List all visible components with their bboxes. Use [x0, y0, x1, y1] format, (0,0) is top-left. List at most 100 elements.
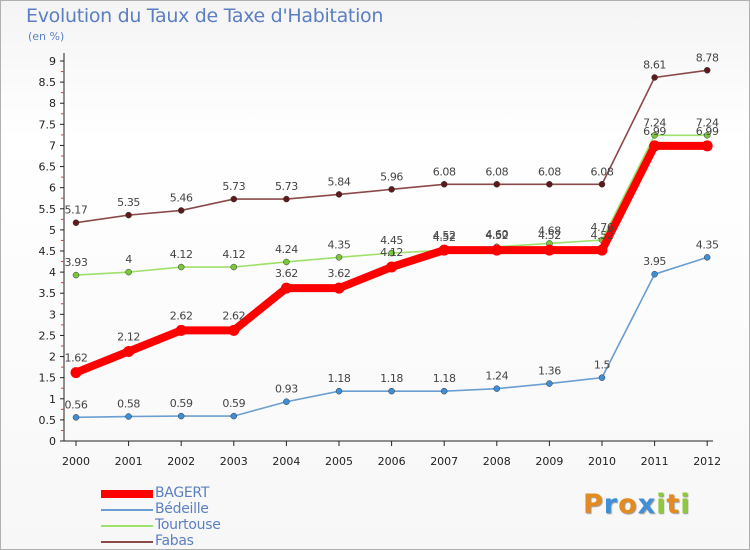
- data-point: [388, 249, 395, 257]
- data-point: [596, 244, 608, 256]
- data-point: [386, 261, 398, 273]
- x-tick-label: 2011: [641, 455, 669, 468]
- data-label: 6.08: [591, 165, 614, 178]
- data-label: 2.12: [117, 330, 140, 343]
- data-label: 4.52: [433, 229, 456, 242]
- data-label: 2.62: [222, 309, 245, 322]
- x-tick-label: 2007: [430, 455, 458, 468]
- legend-label: Fabas: [155, 533, 194, 549]
- data-point: [280, 282, 292, 294]
- chart-subtitle: (en %): [28, 30, 65, 43]
- data-label: 0.59: [170, 397, 193, 410]
- data-label: 1.24: [485, 370, 508, 383]
- data-point: [72, 414, 80, 421]
- logo-letter: t: [666, 489, 681, 520]
- data-label: 4.52: [433, 231, 456, 244]
- data-label: 7.24: [643, 116, 666, 129]
- data-point: [125, 268, 132, 276]
- y-tick-label: 8.5: [39, 76, 57, 89]
- data-label: 5.17: [65, 204, 88, 217]
- x-tick-label: 2000: [62, 455, 90, 468]
- chart-title: Evolution du Taux de Taxe d'Habitation: [26, 5, 384, 27]
- data-point: [598, 181, 606, 188]
- data-point: [493, 385, 501, 392]
- data-point: [440, 181, 448, 188]
- logo-letter: i: [656, 489, 667, 520]
- x-tick-label: 2001: [115, 455, 143, 468]
- data-point: [177, 263, 185, 271]
- data-label: 4.12: [170, 248, 193, 261]
- data-label: 4.52: [485, 229, 508, 242]
- y-tick-label: 9: [49, 55, 56, 68]
- y-tick-label: 5.5: [39, 203, 57, 216]
- data-label: 4.35: [696, 238, 719, 251]
- data-label: 4.35: [328, 238, 351, 251]
- data-label: 1.5: [594, 359, 611, 372]
- logo-letter: r: [603, 489, 619, 520]
- data-label: 3.95: [643, 255, 666, 268]
- data-label: 4.45: [380, 234, 403, 247]
- data-point: [546, 380, 553, 387]
- data-point: [177, 412, 185, 420]
- x-tick-label: 2008: [483, 455, 511, 468]
- y-tick-label: 7.5: [39, 118, 57, 131]
- data-label: 5.46: [170, 191, 193, 204]
- y-tick-label: 3: [49, 308, 56, 321]
- data-label: 5.96: [380, 170, 403, 183]
- y-tick-label: 6.5: [39, 161, 57, 174]
- proxiti-logo: Proxiti: [583, 489, 691, 520]
- data-label: 4.24: [275, 243, 298, 256]
- x-tick-label: 2005: [325, 455, 353, 468]
- data-point: [230, 195, 238, 203]
- data-label: 6.08: [538, 165, 561, 178]
- data-label: 4.60: [485, 228, 508, 241]
- data-label: 6.08: [433, 165, 456, 178]
- data-label: 6.08: [485, 165, 508, 178]
- data-point: [388, 387, 395, 395]
- data-point: [283, 195, 290, 203]
- y-tick-label: 0: [49, 435, 56, 448]
- y-tick-label: 4.5: [39, 245, 57, 258]
- legend-swatch: [101, 541, 153, 543]
- y-tick-label: 0.5: [39, 414, 57, 427]
- y-tick-label: 2.5: [39, 329, 57, 342]
- data-label: 1.18: [328, 372, 351, 385]
- data-label: 6.99: [696, 125, 719, 138]
- data-point: [125, 413, 132, 420]
- legend-swatch: [101, 509, 153, 511]
- data-label: 4: [125, 253, 132, 266]
- y-tick-label: 2: [49, 351, 56, 364]
- logo-letter: P: [583, 489, 604, 520]
- data-point: [493, 181, 501, 188]
- data-point: [125, 211, 132, 219]
- data-label: 4.76: [591, 221, 614, 234]
- data-label: 4.68: [538, 224, 561, 237]
- data-point: [651, 132, 658, 139]
- data-point: [491, 244, 503, 256]
- legend-swatch: [101, 490, 153, 498]
- data-label: 4.12: [380, 246, 403, 259]
- x-tick-label: 2010: [588, 455, 616, 468]
- data-point: [543, 244, 555, 256]
- data-point: [335, 191, 343, 198]
- data-label: 0.93: [275, 383, 298, 396]
- y-tick-label: 1.5: [39, 372, 57, 385]
- data-label: 1.62: [65, 352, 88, 365]
- data-point: [703, 132, 711, 139]
- x-tick-label: 2002: [167, 455, 195, 468]
- x-tick-label: 2012: [693, 455, 721, 468]
- data-label: 3.62: [328, 267, 351, 280]
- data-point: [703, 254, 711, 261]
- y-tick-label: 1: [49, 393, 56, 406]
- logo-letter: x: [637, 489, 657, 520]
- data-point: [177, 207, 185, 214]
- y-tick-label: 7: [49, 139, 56, 152]
- y-tick-label: 5: [49, 224, 56, 237]
- data-point: [703, 67, 711, 74]
- data-point: [283, 398, 290, 405]
- data-label: 0.58: [117, 398, 140, 411]
- data-point: [546, 181, 553, 188]
- data-point: [283, 258, 290, 266]
- y-tick-label: 4: [49, 266, 56, 279]
- data-point: [701, 140, 713, 152]
